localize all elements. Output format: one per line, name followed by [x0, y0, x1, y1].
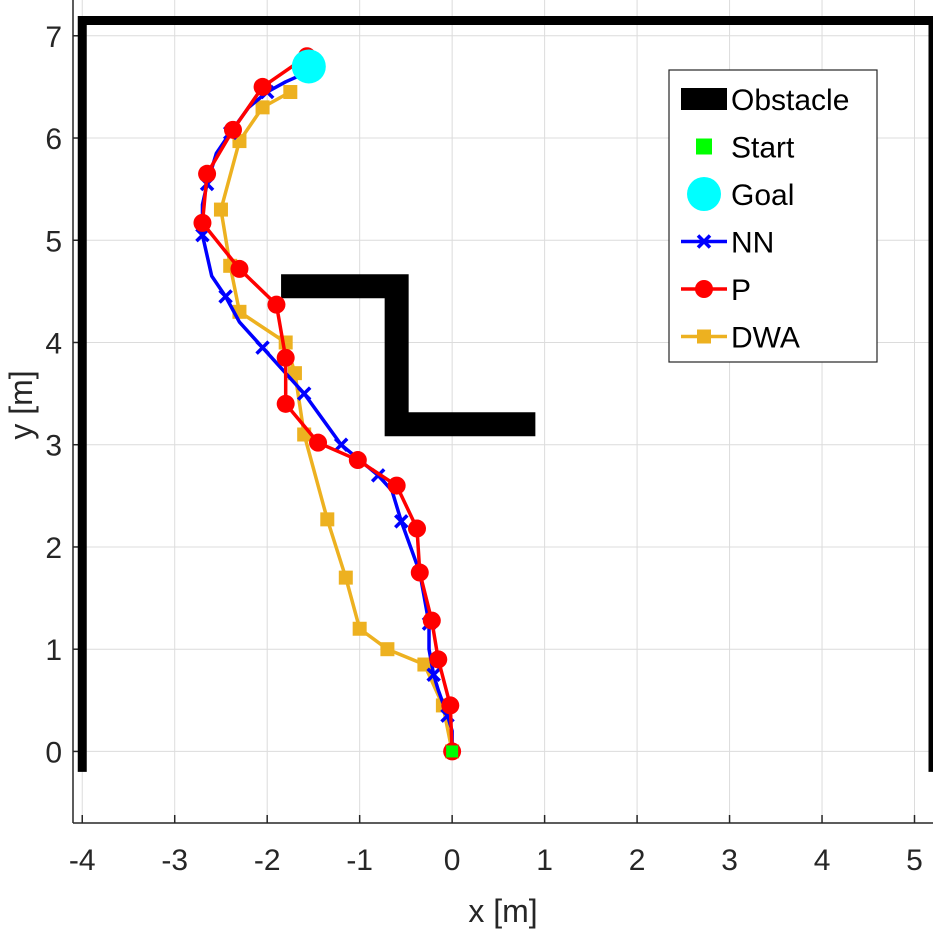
- legend-label: DWA: [731, 322, 800, 355]
- series-nn-point: [255, 340, 270, 355]
- series-p-point: [276, 348, 295, 367]
- series-dwa-point: [287, 366, 302, 381]
- y-axis-label: y [m]: [3, 370, 39, 439]
- legend-obstacle-symbol: [681, 88, 727, 110]
- series-nn: [195, 64, 460, 759]
- series-p-point: [348, 451, 367, 470]
- z-shaped-obstacle: [281, 274, 536, 437]
- trajectories: [193, 47, 462, 761]
- x-mark-stroke: [333, 437, 349, 452]
- y-tick-label: 2: [45, 532, 62, 565]
- legend-marker-symbol: [697, 329, 711, 344]
- series-p-line: [200, 54, 454, 752]
- legend-label: NN: [731, 227, 774, 260]
- y-tick-label: 5: [45, 225, 62, 258]
- series-p-point: [230, 259, 249, 278]
- series-p-point: [223, 120, 242, 139]
- series-p-point: [408, 519, 426, 538]
- series-p: [193, 47, 462, 761]
- legend-label: Start: [731, 132, 795, 165]
- series-dwa-point: [417, 657, 432, 672]
- x-tick-label: 2: [629, 844, 646, 877]
- x-tick-label: -1: [346, 844, 373, 877]
- series-nn-point: [218, 289, 233, 304]
- series-nn-point: [333, 437, 349, 452]
- series-dwa-point: [380, 642, 395, 657]
- x-mark-stroke: [195, 227, 210, 243]
- legend-label: P: [731, 274, 751, 307]
- series-p-point: [267, 295, 286, 314]
- y-tick-label: 4: [45, 327, 62, 360]
- legend-item-nn: NN: [681, 227, 774, 260]
- legend-marker-symbol: [695, 280, 713, 298]
- series-dwa-point: [352, 621, 367, 636]
- legend-label: Obstacle: [731, 84, 849, 117]
- legend-start-symbol: [696, 138, 712, 155]
- axes: -4 -3 -2 -1 0 1 2 3 4 5 0 1 2 3 4 5 6 7: [45, 0, 933, 877]
- series-p-point: [422, 611, 441, 630]
- series-p-point: [193, 213, 212, 232]
- start-goal-markers: [291, 49, 459, 758]
- x-mark-stroke: [296, 386, 312, 401]
- x-mark-stroke: [696, 234, 712, 249]
- y-tick-label: 6: [45, 123, 62, 156]
- legend-marker-symbol: [696, 234, 712, 249]
- legend-item-p: P: [681, 274, 751, 307]
- legend-box: [668, 69, 878, 363]
- y-tick-label: 1: [45, 634, 62, 667]
- series-nn-point: [394, 514, 409, 529]
- series-dwa-line: [219, 90, 454, 752]
- legend-goal-symbol: [687, 177, 721, 211]
- goal-marker: [291, 49, 326, 84]
- x-mark-stroke: [394, 514, 409, 529]
- grid-lines: [73, 0, 933, 823]
- series-dwa-point: [255, 100, 270, 115]
- y-tick-label: 7: [45, 21, 62, 54]
- y-tick-label: 0: [45, 736, 62, 769]
- legend: Obstacle Start Goal NN P DWA: [668, 69, 878, 363]
- x-mark-stroke: [255, 340, 270, 355]
- series-p-point: [429, 650, 448, 669]
- series-p-point: [309, 433, 328, 452]
- y-tick-label: 3: [45, 430, 62, 463]
- x-axis-label: x [m]: [468, 893, 537, 929]
- series-p-point: [441, 696, 460, 715]
- x-tick-label: -3: [161, 844, 188, 877]
- series-nn-point: [426, 667, 441, 682]
- obstacles: [77, 15, 933, 772]
- x-tick-label: 5: [906, 844, 923, 877]
- series-nn-line: [200, 69, 454, 752]
- series-dwa-point: [213, 202, 228, 217]
- x-tick-label: -4: [69, 844, 96, 877]
- x-tick-label: 3: [721, 844, 738, 877]
- series-p-point: [198, 164, 217, 183]
- series-dwa-point: [338, 570, 353, 585]
- series-p-point: [253, 77, 272, 96]
- x-mark-stroke: [218, 289, 233, 304]
- x-tick-label: 1: [536, 844, 553, 877]
- legend-label: Goal: [731, 179, 794, 212]
- legend-item-start: Start: [696, 132, 795, 165]
- legend-item-dwa: DWA: [681, 322, 800, 355]
- series-p-point: [276, 394, 295, 413]
- series-dwa-point: [320, 512, 335, 527]
- legend-item-obstacle: Obstacle: [681, 84, 849, 117]
- series-p-point: [410, 563, 429, 582]
- series-nn-point: [195, 227, 210, 243]
- x-tick-label: 0: [444, 844, 461, 877]
- x-tick-label: 4: [814, 844, 831, 877]
- legend-item-goal: Goal: [687, 177, 794, 212]
- series-nn-point: [296, 386, 312, 401]
- x-mark-stroke: [426, 667, 441, 682]
- series-p-point: [387, 476, 406, 495]
- x-tick-label: -2: [254, 844, 281, 877]
- start-marker: [446, 745, 459, 758]
- boundary-wall: [77, 15, 933, 772]
- series-dwa-point: [283, 85, 298, 100]
